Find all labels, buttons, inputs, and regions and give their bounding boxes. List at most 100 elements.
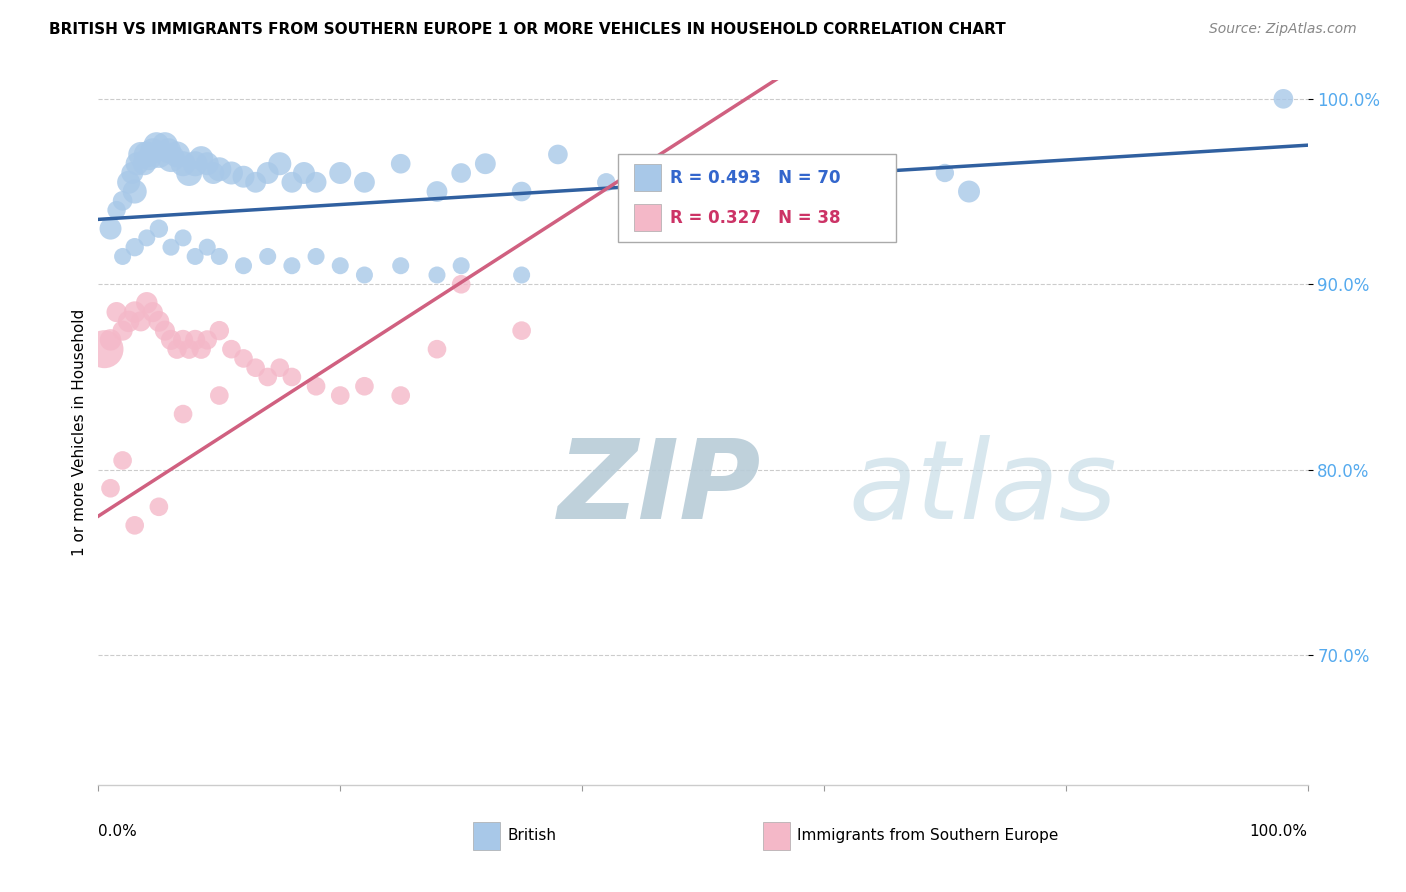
Point [195, 333, 218, 347]
Point [129, 314, 152, 328]
Point [426, 342, 449, 356]
Point [269, 157, 291, 171]
Point [138, 151, 160, 165]
Text: BRITISH VS IMMIGRANTS FROM SOUTHERN EUROPE 1 OR MORE VEHICLES IN HOUSEHOLD CORRE: BRITISH VS IMMIGRANTS FROM SOUTHERN EURO… [49, 22, 1005, 37]
Text: Immigrants from Southern Europe: Immigrants from Southern Europe [797, 828, 1059, 843]
Point [450, 277, 472, 292]
Point [124, 240, 146, 254]
Point [179, 342, 201, 356]
Point [474, 157, 496, 171]
Point [510, 324, 533, 338]
Point [631, 166, 654, 180]
Point [329, 259, 352, 273]
Point [100, 481, 122, 495]
Point [353, 175, 375, 189]
Point [100, 333, 122, 347]
Point [281, 175, 304, 189]
FancyBboxPatch shape [619, 154, 897, 243]
Point [202, 166, 225, 180]
Point [281, 370, 304, 384]
Point [353, 268, 375, 282]
Point [121, 166, 143, 180]
Point [450, 259, 472, 273]
Point [269, 360, 291, 375]
Point [135, 295, 157, 310]
Point [292, 166, 315, 180]
Point [153, 324, 176, 338]
Point [426, 185, 449, 199]
Point [105, 203, 128, 218]
Point [172, 333, 194, 347]
Point [208, 162, 231, 177]
Point [184, 249, 207, 263]
Point [256, 166, 278, 180]
Point [595, 175, 617, 189]
Point [305, 249, 328, 263]
Point [195, 240, 218, 254]
Point [281, 259, 304, 273]
Point [135, 231, 157, 245]
Point [813, 175, 835, 189]
Point [305, 379, 328, 393]
Point [148, 221, 170, 235]
Point [153, 138, 176, 153]
Point [134, 157, 156, 171]
Point [329, 388, 352, 402]
Point [142, 144, 165, 158]
Point [450, 166, 472, 180]
Point [172, 231, 194, 245]
Point [692, 175, 714, 189]
Point [124, 518, 146, 533]
Bar [763, 822, 790, 850]
Bar [474, 822, 501, 850]
Point [148, 314, 170, 328]
Point [148, 500, 170, 514]
Point [157, 144, 180, 158]
Point [1272, 92, 1295, 106]
Point [232, 259, 254, 273]
Point [111, 194, 134, 208]
Point [329, 166, 352, 180]
Point [245, 175, 267, 189]
Point [124, 185, 146, 199]
Point [221, 166, 243, 180]
Point [160, 333, 183, 347]
Point [172, 157, 194, 171]
Point [127, 157, 149, 171]
Point [389, 157, 412, 171]
Point [305, 175, 328, 189]
Text: 100.0%: 100.0% [1250, 823, 1308, 838]
Text: Source: ZipAtlas.com: Source: ZipAtlas.com [1209, 22, 1357, 37]
Point [510, 185, 533, 199]
Point [93, 342, 115, 356]
Point [957, 185, 980, 199]
Text: atlas: atlas [848, 435, 1116, 542]
Point [172, 407, 194, 421]
Point [232, 351, 254, 366]
Point [190, 151, 212, 165]
Point [111, 453, 134, 467]
Point [129, 147, 152, 161]
Point [105, 305, 128, 319]
Point [208, 388, 231, 402]
Text: British: British [508, 828, 557, 843]
Point [547, 147, 569, 161]
Point [148, 147, 170, 161]
Point [752, 166, 775, 180]
Point [160, 151, 183, 165]
Point [208, 324, 231, 338]
Point [256, 249, 278, 263]
Point [145, 138, 167, 153]
Point [135, 147, 157, 161]
Point [195, 157, 218, 171]
Text: 0.0%: 0.0% [98, 823, 138, 838]
Point [510, 268, 533, 282]
Point [232, 169, 254, 184]
Point [111, 249, 134, 263]
Point [166, 147, 188, 161]
Text: R = 0.493   N = 70: R = 0.493 N = 70 [671, 169, 841, 186]
Point [245, 360, 267, 375]
Point [389, 388, 412, 402]
Point [256, 370, 278, 384]
Point [100, 221, 122, 235]
